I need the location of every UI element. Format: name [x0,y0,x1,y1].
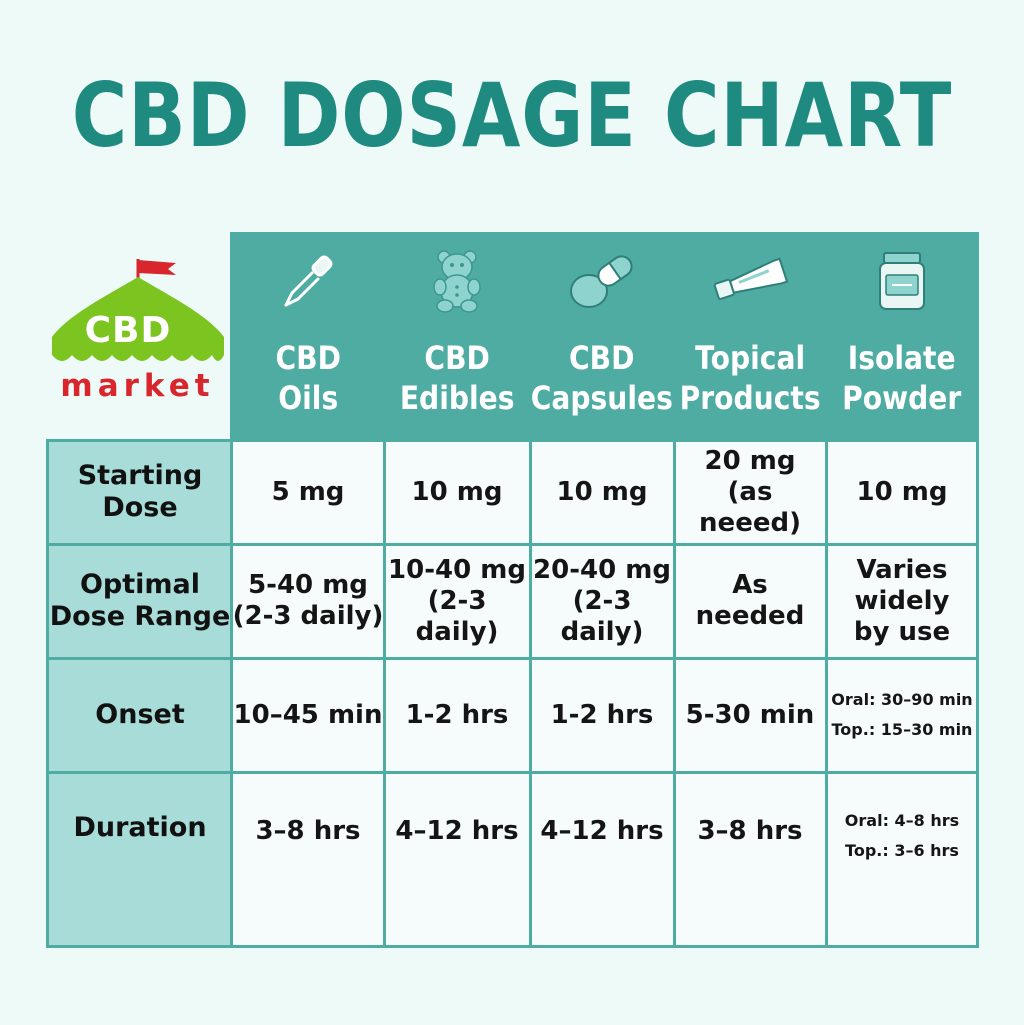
jar-icon [879,252,925,310]
column-header-capsules: CBD Capsules [530,232,674,440]
column-header-oils: CBD Oils [232,232,384,440]
column-label: CBD Edibles [399,339,515,417]
row-label-starting-dose: Starting Dose [48,440,232,544]
grid-line [46,543,979,546]
column-label: Isolate Powder [842,339,962,417]
table-cell: 5-40 mg (2-3 daily) [232,544,384,658]
column-header-edibles: CBD Edibles [384,232,530,440]
table-cell: 10 mg [530,440,674,544]
table-cell: Oral: 4–8 hrs Top.: 3–6 hrs [826,772,978,946]
table-cell: 1-2 hrs [530,658,674,772]
grid-line [529,232,532,948]
row-label-duration: Duration [48,772,232,946]
grid-line [976,232,979,948]
column-header-topical: Topical Products [674,232,826,440]
grid-line [46,439,979,442]
grid-line [46,771,979,774]
table-cell: 20 mg (as neeed) [674,440,826,544]
table-cell: Varies widely by use [826,544,978,658]
table-cell: Oral: 30–90 min Top.: 15–30 min [826,658,978,772]
logo-cbd-text: CBD [84,310,172,351]
grid-line [46,657,979,660]
logo-market-text: market [60,368,215,404]
column-header-isolate: Isolate Powder [826,232,978,440]
grid-line [383,232,386,948]
table-cell: 5-30 min [674,658,826,772]
table-cell: 5 mg [232,440,384,544]
grid-line [230,232,233,948]
grid-line [673,232,676,948]
table-cell: 20-40 mg (2-3 daily) [530,544,674,658]
chart-title: CBD DOSAGE CHART [71,64,953,167]
table-cell: 3–8 hrs [232,772,384,946]
grid-line [825,232,828,948]
table-cell: 4–12 hrs [384,772,530,946]
table-cell: 1-2 hrs [384,658,530,772]
tent-logo-icon [52,259,224,361]
dropper-icon [284,255,333,307]
grid-line [46,945,979,948]
table-cell: 10 mg [826,440,978,544]
column-label: CBD Capsules [530,339,674,417]
table-cell: 4–12 hrs [530,772,674,946]
table-cell: As needed [674,544,826,658]
table-cell: 10–45 min [232,658,384,772]
row-label-optimal-dose-range: Optimal Dose Range [48,544,232,658]
grid-line [46,440,49,948]
gummy-bear-icon [433,250,481,313]
tube-icon [713,257,789,300]
row-label-onset: Onset [48,658,232,772]
table-cell: 10-40 mg (2-3 daily) [384,544,530,658]
table-cell: 10 mg [384,440,530,544]
column-label: CBD Oils [275,339,341,417]
column-label: Topical Products [679,339,821,417]
capsule-icon [570,255,633,308]
table-cell: 3–8 hrs [674,772,826,946]
